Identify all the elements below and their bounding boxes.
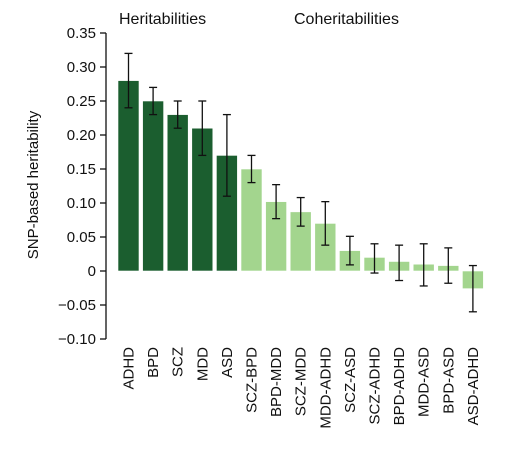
bar-scz — [166, 114, 189, 272]
x-tick-label: BPD-ASD — [440, 347, 457, 414]
y-axis: 0.35 0.30 0.25 0.20 0.15 0.10 0.05 0 −0.05 −0.10 — [58, 25, 107, 348]
x-tick-label: MDD-ASD — [416, 347, 433, 417]
y-axis-title: SNP-based heritability — [25, 110, 42, 259]
group-labels: Heritabilities Coheritabilities — [119, 11, 399, 28]
x-tick-label: SCZ-BPD — [244, 347, 261, 413]
bar-adhd — [117, 80, 140, 272]
x-tick-label: SCZ-MDD — [293, 347, 310, 416]
y-tick-label: 0.05 — [67, 229, 96, 246]
y-tick-label: 0.15 — [67, 161, 96, 178]
y-tick-label: 0.30 — [67, 59, 96, 76]
bar-scz-bpd — [240, 168, 263, 272]
x-tick-label: SCZ-ADHD — [367, 347, 384, 425]
y-tick-label: 0.35 — [67, 25, 96, 42]
x-tick-label: BPD — [145, 347, 162, 378]
group-label-coheritabilities: Coheritabilities — [294, 11, 399, 28]
y-tick-label: −0.10 — [58, 331, 96, 348]
y-tick-label: 0 — [88, 263, 96, 280]
x-tick-label: MDD — [194, 347, 211, 381]
x-tick-label: BPD-MDD — [268, 347, 285, 417]
x-tick-label: MDD-ADHD — [317, 347, 334, 429]
x-axis-labels: ADHD BPD SCZ MDD ASD SCZ-BPD BPD-MDD SCZ-MDD MDD… — [121, 347, 482, 429]
y-tick-label: −0.05 — [58, 297, 96, 314]
y-tick-label: 0.20 — [67, 127, 96, 144]
x-tick-label: ADHD — [121, 347, 138, 390]
bar-bpd — [142, 100, 164, 272]
error-bars — [124, 52, 477, 313]
group-label-heritabilities: Heritabilities — [119, 11, 206, 28]
x-tick-label: SCZ — [170, 347, 187, 377]
x-tick-label: SCZ-ASD — [342, 347, 359, 413]
y-tick-label: 0.10 — [67, 195, 96, 212]
bars — [117, 80, 484, 289]
y-tick-label: 0.25 — [67, 93, 96, 110]
x-tick-label: ASD-ADHD — [465, 347, 482, 426]
x-tick-label: ASD — [219, 347, 236, 378]
x-tick-label: BPD-ADHD — [391, 347, 408, 426]
